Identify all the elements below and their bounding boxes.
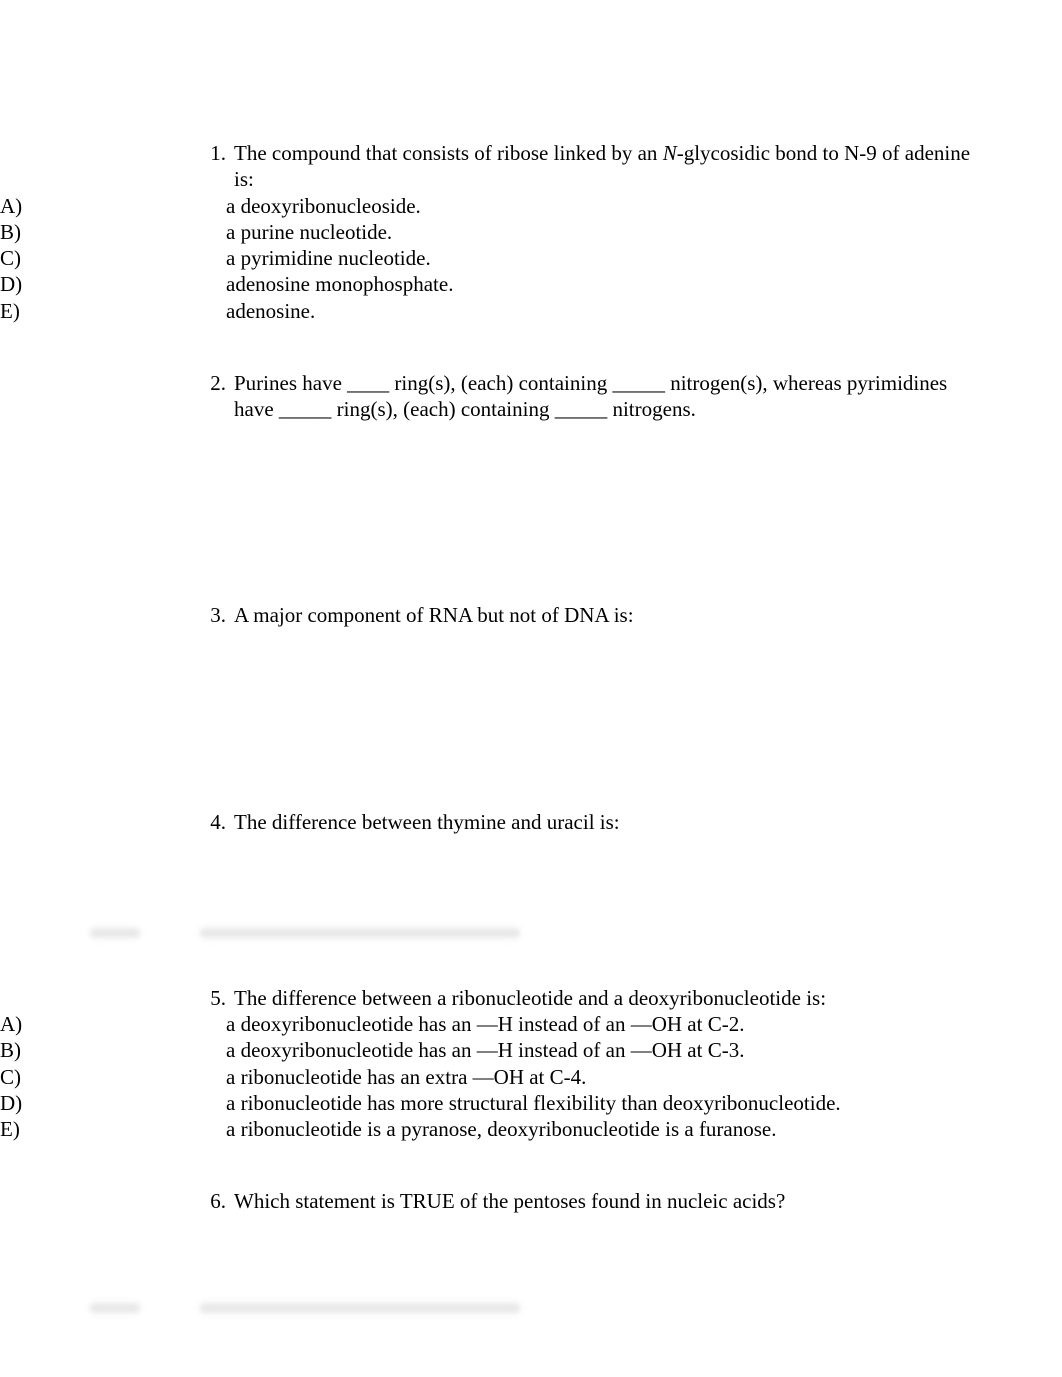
question-number: 6. [170,1188,234,1214]
question-6: 6. Which statement is TRUE of the pentos… [170,1188,972,1214]
option-text: a deoxyribonucleotide has an —H instead … [226,1011,972,1037]
question-3: 3. A major component of RNA but not of D… [170,602,972,628]
option-text: a ribonucleotide has more structural fle… [226,1090,972,1116]
option-label: D) [0,271,34,297]
question-text: A major component of RNA but not of DNA … [234,602,972,628]
option-label: B) [0,219,34,245]
question-1: 1. The compound that consists of ribose … [170,140,972,324]
option-row: C) a ribonucleotide has an extra —OH at … [0,1064,972,1090]
question-number: 1. [170,140,234,166]
question-stem: 4. The difference between thymine and ur… [170,809,972,835]
question-number: 5. [170,985,234,1011]
question-text: Purines have ____ ring(s), (each) contai… [234,370,972,423]
stem-text-italic: N [663,141,677,165]
option-text: adenosine. [226,298,972,324]
option-text: adenosine monophosphate. [226,271,972,297]
option-row: C) a pyrimidine nucleotide. [0,245,972,271]
option-text: a deoxyribonucleotide has an —H instead … [226,1037,972,1063]
blur-artifact [200,925,520,941]
option-label: E) [0,298,34,324]
option-text: a deoxyribonucleoside. [226,193,972,219]
question-text: The difference between thymine and uraci… [234,809,972,835]
question-text: The difference between a ribonucleotide … [234,985,972,1011]
option-label: C) [0,245,34,271]
question-stem: 1. The compound that consists of ribose … [170,140,972,193]
blur-artifact [90,925,140,941]
question-text: Which statement is TRUE of the pentoses … [234,1188,972,1214]
option-text: a ribonucleotide is a pyranose, deoxyrib… [226,1116,972,1142]
question-text: The compound that consists of ribose lin… [234,140,972,193]
option-row: D) a ribonucleotide has more structural … [0,1090,972,1116]
document-page: 1. The compound that consists of ribose … [0,0,1062,1377]
blur-artifact [90,1300,140,1316]
question-number: 4. [170,809,234,835]
option-text: a ribonucleotide has an extra —OH at C-4… [226,1064,972,1090]
option-row: B) a purine nucleotide. [0,219,972,245]
question-stem: 2. Purines have ____ ring(s), (each) con… [170,370,972,423]
option-text: a pyrimidine nucleotide. [226,245,972,271]
option-row: A) a deoxyribonucleotide has an —H inste… [0,1011,972,1037]
option-text: a purine nucleotide. [226,219,972,245]
option-row: A) a deoxyribonucleoside. [0,193,972,219]
blur-artifact [200,1300,520,1316]
option-label: A) [0,1011,34,1037]
question-number: 2. [170,370,234,396]
option-label: C) [0,1064,34,1090]
question-number: 3. [170,602,234,628]
option-row: E) adenosine. [0,298,972,324]
option-label: E) [0,1116,34,1142]
question-stem: 3. A major component of RNA but not of D… [170,602,972,628]
option-label: B) [0,1037,34,1063]
option-row: D) adenosine monophosphate. [0,271,972,297]
option-row: B) a deoxyribonucleotide has an —H inste… [0,1037,972,1063]
question-2: 2. Purines have ____ ring(s), (each) con… [170,370,972,423]
question-stem: 5. The difference between a ribonucleoti… [170,985,972,1011]
option-label: A) [0,193,34,219]
option-label: D) [0,1090,34,1116]
stem-text-pre: The compound that consists of ribose lin… [234,141,663,165]
question-4: 4. The difference between thymine and ur… [170,809,972,835]
question-5: 5. The difference between a ribonucleoti… [170,985,972,1143]
option-row: E) a ribonucleotide is a pyranose, deoxy… [0,1116,972,1142]
question-stem: 6. Which statement is TRUE of the pentos… [170,1188,972,1214]
